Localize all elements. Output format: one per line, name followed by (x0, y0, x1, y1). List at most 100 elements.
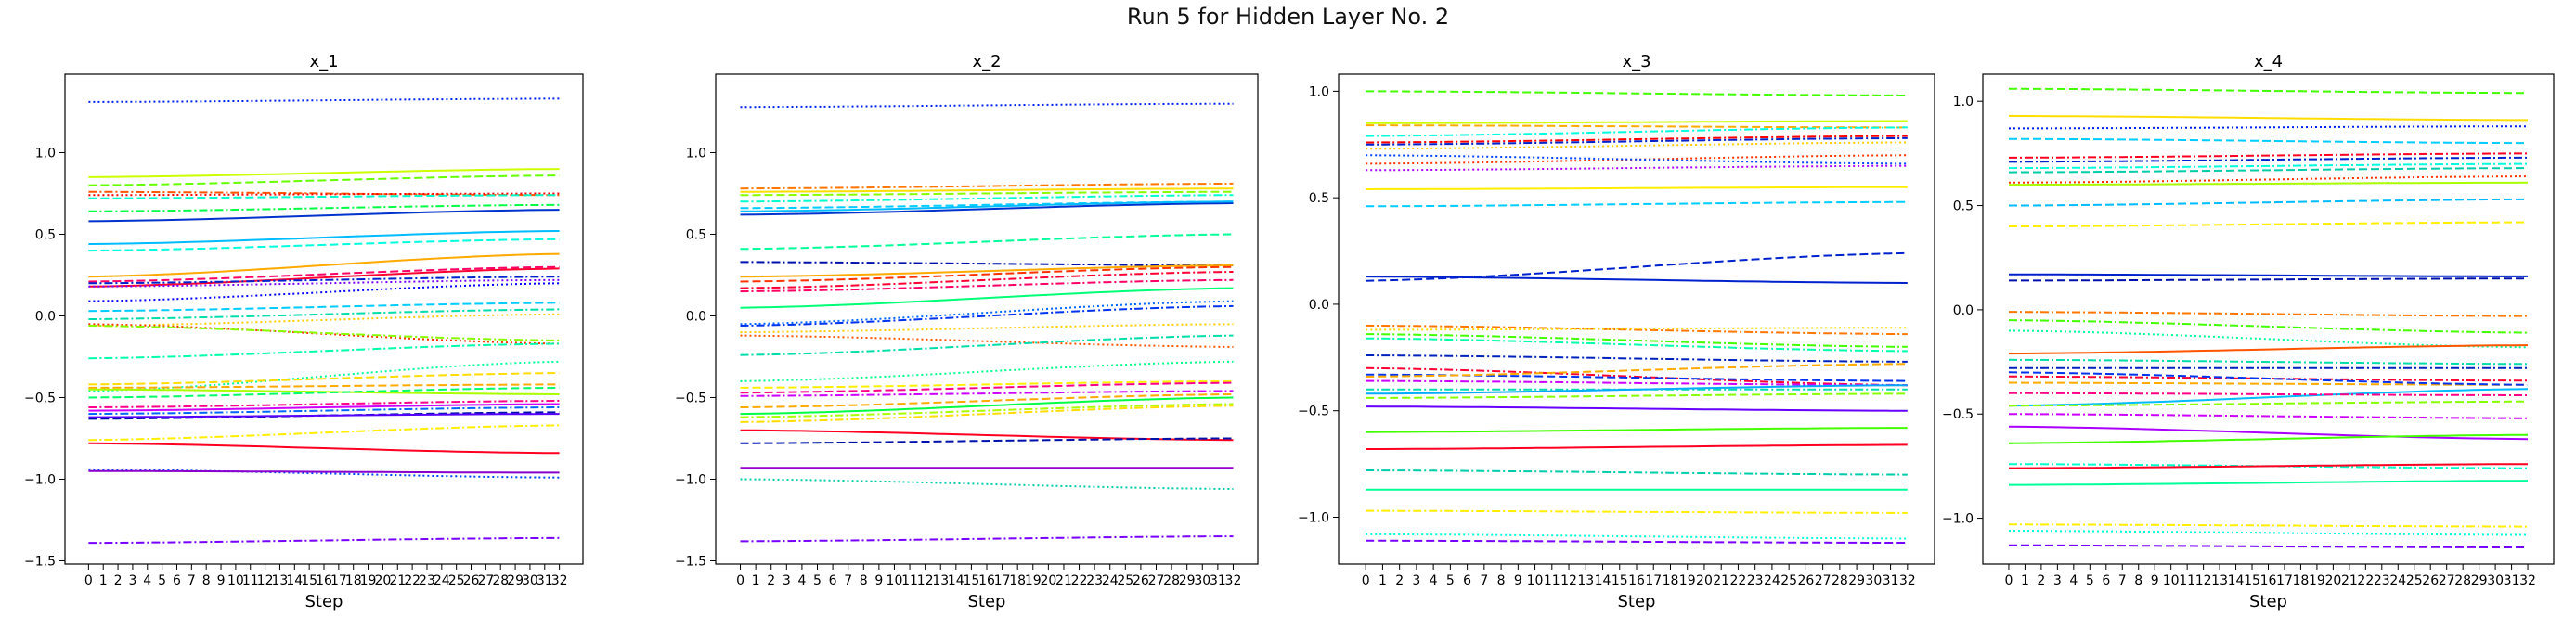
series-line-x_3-5 (1366, 135, 1908, 144)
series-line-x_4-3 (2009, 125, 2528, 130)
series-line-x_3-14 (1366, 251, 1908, 282)
x-tick-label: 20 (1696, 573, 1713, 588)
series-line-x_1-24 (88, 372, 560, 386)
series-line-x_2-23 (740, 381, 1234, 394)
series-line-x_3-4 (1366, 126, 1908, 137)
x-tick-label: 20 (1040, 573, 1056, 588)
x-tick-label: 23 (1747, 573, 1764, 588)
x-tick-label: 7 (2118, 573, 2127, 588)
series-line-x_3-22 (1366, 363, 1908, 378)
x-tick-label: 28 (1832, 573, 1848, 588)
x-tick-label: 2 (2037, 573, 2045, 588)
x-tick-label: 26 (1133, 573, 1149, 588)
series-line-x_3-11 (1366, 186, 1908, 190)
x-tick-label: 4 (797, 573, 806, 588)
x-tick-label: 19 (2309, 573, 2325, 588)
x-tick-label: 4 (143, 573, 151, 588)
x-tick-label: 7 (188, 573, 196, 588)
x-tick-label: 15 (2244, 573, 2260, 588)
series-line-x_2-9 (740, 233, 1234, 251)
series-line-x_4-23 (2008, 371, 2529, 386)
x-tick-label: 16 (1628, 573, 1645, 588)
series-line-x_4-11 (2009, 198, 2529, 207)
x-tick-label: 16 (978, 573, 995, 588)
series-line-x_4-6 (2008, 156, 2528, 163)
x-tick-label: 19 (1679, 573, 1696, 588)
series-line-x_1-18 (88, 308, 560, 320)
series-line-x_4-14 (2009, 277, 2528, 282)
x-tick-label: 19 (1025, 573, 1042, 588)
figure-title: Run 5 for Hidden Layer No. 2 (1126, 4, 1450, 30)
x-tick-label: 25 (2406, 573, 2423, 588)
series-line-x_2-8 (740, 200, 1234, 212)
x-tick-label: 30 (1865, 573, 1882, 588)
x-tick-label: 17 (330, 573, 347, 588)
x-tick-label: 15 (301, 573, 317, 588)
y-tick-label: 0.0 (1309, 298, 1329, 313)
series-line-x_4-35 (2009, 544, 2528, 548)
series-line-x_1-13 (88, 265, 560, 283)
x-tick-label: 31 (1883, 573, 1899, 588)
x-tick-label: 11 (1544, 573, 1560, 588)
x-tick-label: 9 (874, 573, 883, 588)
series-line-x_3-27 (1366, 405, 1908, 412)
x-tick-label: 12 (2195, 573, 2212, 588)
x-tick-label: 22 (404, 573, 421, 588)
y-tick-label: −1.0 (1298, 510, 1329, 525)
y-tick-label: −0.5 (24, 391, 56, 405)
chart-panel-x_4: 0 1 2 3 4 5 6 7 8 9 10 11 12 13 14 15 16 17 18 19 20 21 22 23 24… (1942, 52, 2555, 611)
x-tick-label: 29 (1848, 573, 1865, 588)
x-tick-label: 0 (2004, 573, 2013, 588)
x-tick-label: 8 (1497, 573, 1506, 588)
x-tick-label: 31 (1210, 573, 1226, 588)
series-line-x_3-20 (1366, 366, 1908, 387)
chart-title: x_3 (1622, 52, 1650, 71)
series-line-x_2-18 (740, 323, 1234, 334)
y-tick-label: −0.5 (1298, 405, 1329, 419)
chart-panel-x_3: 0 1 2 3 4 5 6 7 8 9 10 11 12 13 14 15 16 17 18 19 20 21 22 23 24… (1298, 52, 1935, 611)
x-tick-label: 21 (2341, 573, 2358, 588)
series-line-x_1-27 (88, 403, 560, 412)
x-tick-label: 24 (1102, 573, 1119, 588)
series-line-x_4-33 (2009, 523, 2529, 528)
series-line-x_2-19 (740, 334, 1234, 348)
y-tick-label: 0.0 (686, 309, 706, 324)
x-tick-label: 3 (783, 573, 791, 588)
chart-title: x_1 (309, 52, 338, 71)
x-tick-label: 18 (1009, 573, 1026, 588)
series-line-x_3-2 (1366, 120, 1908, 124)
series-line-x_3-3 (1366, 124, 1908, 129)
series-line-x_2-30 (740, 437, 1234, 444)
y-tick-label: −0.5 (1942, 407, 1974, 422)
series-line-x_2-5 (740, 194, 1234, 203)
series-line-x_4-29 (2008, 433, 2529, 444)
x-tick-label: 14 (1595, 573, 1612, 588)
x-tick-label: 6 (1463, 573, 1471, 588)
series-line-x_3-1 (1366, 90, 1908, 96)
series-line-x_1-9 (88, 230, 560, 245)
y-tick-label: 0.5 (686, 227, 706, 242)
x-tick-label: 27 (2439, 573, 2455, 588)
series-line-x_3-29 (1366, 443, 1908, 450)
series-line-x_4-5 (2008, 152, 2528, 159)
x-tick-label: 13 (2211, 573, 2228, 588)
x-tick-label: 22 (1071, 573, 1088, 588)
x-tick-label: 20 (2324, 573, 2341, 588)
x-tick-label: 17 (994, 573, 1011, 588)
x-tick-label: 23 (1086, 573, 1103, 588)
x-tick-label: 1 (99, 573, 108, 588)
x-tick-label: 5 (1446, 573, 1455, 588)
x-tick-label: 23 (2374, 573, 2390, 588)
y-tick-label: 1.0 (1309, 84, 1329, 99)
x-tick-label: 24 (2389, 573, 2406, 588)
y-tick-label: −1.0 (1942, 512, 1974, 527)
x-tick-label: 31 (537, 573, 553, 588)
x-tick-label: 11 (2179, 573, 2195, 588)
chart-panel-x_2: 0 1 2 3 4 5 6 7 8 9 101112131415161718192021222324… (675, 52, 1259, 611)
series-line-x_4-12 (2009, 221, 2529, 227)
y-tick-label: 0.0 (1953, 303, 1974, 318)
series-line-x_2-24 (740, 390, 1234, 397)
series-line-x_2-32 (740, 478, 1234, 490)
y-tick-label: −1.0 (24, 472, 56, 487)
